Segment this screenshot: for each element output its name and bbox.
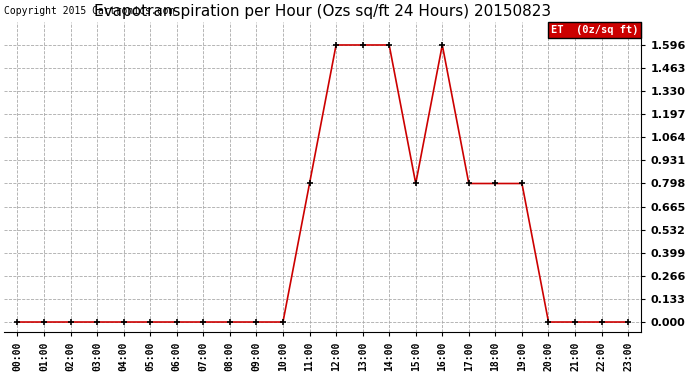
Title: Evapotranspiration per Hour (Ozs sq/ft 24 Hours) 20150823: Evapotranspiration per Hour (Ozs sq/ft 2… <box>95 4 551 19</box>
Text: ET  (0z/sq ft): ET (0z/sq ft) <box>551 25 638 35</box>
Text: Copyright 2015 Cartronics.com: Copyright 2015 Cartronics.com <box>4 6 175 15</box>
